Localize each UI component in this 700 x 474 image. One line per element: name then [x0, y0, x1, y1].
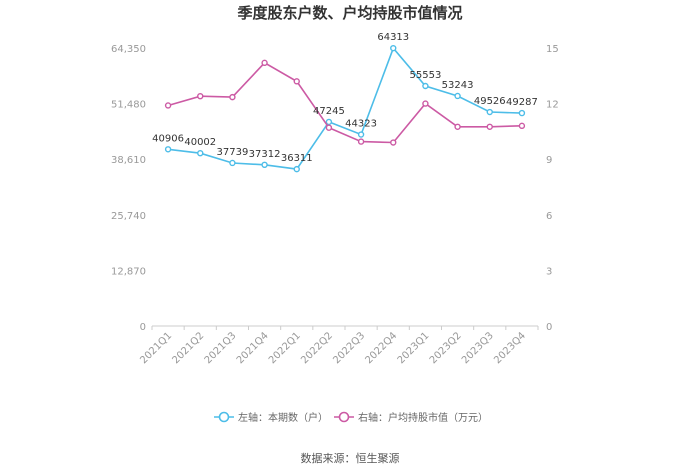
- series-0-point: [518, 109, 526, 117]
- series-0-point: [422, 82, 429, 90]
- series-1-point: [293, 78, 300, 85]
- series-1-point: [518, 122, 526, 130]
- data-label: 37312: [249, 149, 281, 160]
- chart-title: 季度股东户数、户均持股市值情况: [237, 4, 462, 22]
- left-axis-tick-label: 12,870: [111, 266, 146, 277]
- series-1-point: [357, 138, 365, 145]
- x-tick-label: 2023Q2: [428, 330, 464, 366]
- x-tick-label: 2022Q2: [299, 330, 335, 366]
- data-label: 44323: [345, 119, 377, 130]
- series-1-point: [229, 93, 236, 101]
- legend: 左轴：本期数（户） 右轴：户均持股市值（万元）: [214, 411, 488, 424]
- series-0-point: [229, 159, 236, 167]
- data-label: 40906: [152, 133, 184, 144]
- legend-label-0: 左轴：本期数（户）: [238, 411, 328, 424]
- x-tick-label: 2023Q1: [396, 330, 432, 366]
- data-label: 49287: [506, 97, 538, 108]
- series-0-point: [357, 131, 365, 138]
- series-0-point: [486, 108, 493, 116]
- axes-layer: 0 12,870 25,740 38,610 51,480 64,350 0 3 6 9 12 15 2…: [111, 44, 559, 366]
- data-label: 40002: [184, 137, 216, 148]
- series-0-point: [197, 149, 204, 157]
- x-tick-label: 2023Q4: [492, 330, 528, 366]
- legend-label-1: 右轴：户均持股市值（万元）: [358, 411, 488, 424]
- right-axis-tick-label: 12: [546, 100, 559, 111]
- series-0-point: [293, 165, 300, 173]
- series-1-point: [197, 92, 204, 100]
- left-axis-tick-label: 51,480: [111, 100, 146, 111]
- series-1-point: [422, 100, 429, 107]
- series-0-point: [164, 146, 172, 153]
- data-label: 36311: [281, 153, 313, 164]
- legend-marker-1: [338, 411, 350, 423]
- right-axis-tick-label: 15: [546, 44, 559, 55]
- left-axis-tick-label: 25,740: [111, 211, 146, 222]
- right-axis-tick-label: 6: [546, 211, 552, 222]
- x-tick-label: 2021Q2: [171, 330, 207, 366]
- series-0-point: [325, 118, 333, 126]
- series-1-point: [164, 102, 172, 109]
- series-1-point: [390, 139, 397, 146]
- right-axis-tick-label: 9: [546, 155, 552, 166]
- series-layer: [164, 44, 526, 173]
- series-line-0: [168, 46, 522, 170]
- data-label: 47245: [313, 106, 345, 117]
- right-axis-tick-label: 0: [546, 322, 552, 333]
- data-label: 55553: [410, 70, 442, 81]
- series-1-point: [325, 124, 333, 131]
- data-label: 37739: [217, 147, 249, 158]
- left-axis-tick-label: 0: [140, 322, 146, 333]
- data-label: 53243: [442, 80, 474, 91]
- x-tick-label: 2022Q4: [364, 330, 400, 366]
- series-1-point: [486, 123, 493, 130]
- series-0-point: [454, 92, 461, 100]
- series-0-point: [390, 44, 397, 52]
- left-axis-tick-label: 38,610: [111, 155, 146, 166]
- series-1-point: [454, 123, 461, 130]
- data-label: 64313: [377, 32, 409, 43]
- legend-marker-0: [218, 411, 230, 423]
- x-tick-label: 2021Q1: [138, 330, 174, 366]
- left-axis-tick-label: 64,350: [111, 44, 146, 55]
- series-1-point: [261, 59, 268, 67]
- series-0-point: [261, 161, 268, 169]
- series-line-1: [167, 61, 522, 144]
- x-tick-label: 2022Q1: [267, 330, 303, 366]
- source-note: 数据来源：恒生聚源: [301, 451, 400, 465]
- x-tick-label: 2021Q3: [203, 330, 239, 366]
- data-label: 49526: [474, 96, 506, 107]
- right-axis-tick-label: 3: [546, 266, 552, 277]
- x-tick-label: 2023Q3: [460, 330, 496, 366]
- x-tick-label: 2021Q4: [235, 330, 271, 366]
- x-tick-label: 2022Q3: [331, 330, 367, 366]
